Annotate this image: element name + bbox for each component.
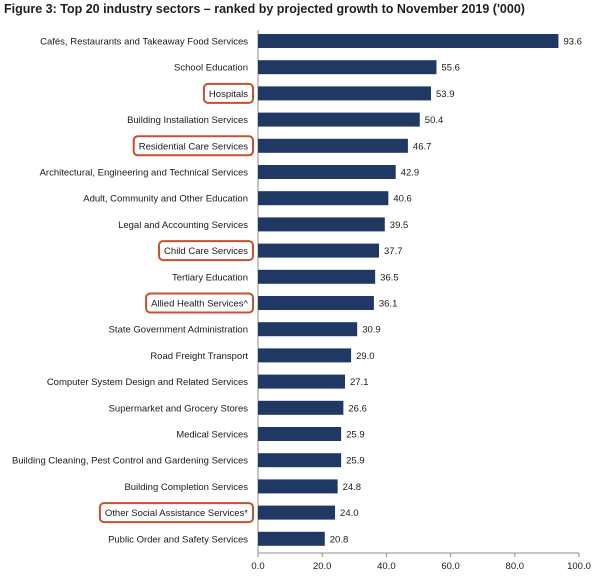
data-label: 26.6 (348, 403, 367, 414)
data-label: 53.9 (436, 89, 455, 100)
category-label: Other Social Assistance Services* (105, 508, 248, 519)
x-tick-label: 40.0 (377, 561, 396, 572)
bar (258, 453, 342, 468)
data-label: 37.7 (384, 246, 403, 257)
data-label: 29.0 (356, 351, 375, 362)
bar (258, 86, 432, 101)
data-label: 30.9 (362, 325, 381, 336)
data-label: 36.1 (379, 299, 398, 310)
bar (258, 505, 336, 520)
x-tick-label: 60.0 (441, 561, 460, 572)
bar (258, 138, 408, 153)
bar (258, 479, 338, 494)
bar (258, 427, 342, 441)
category-label: Allied Health Services^ (151, 299, 248, 310)
category-label: Cafés, Restaurants and Takeaway Food Ser… (40, 37, 248, 48)
category-label: Tertiary Education (172, 272, 248, 283)
data-label: 93.6 (563, 37, 582, 48)
data-label: 25.9 (346, 456, 365, 467)
highlight-box (132, 135, 254, 157)
x-tick-label: 80.0 (506, 561, 525, 572)
highlight-box (202, 82, 254, 104)
category-label: School Education (174, 63, 248, 74)
bar (258, 60, 437, 75)
category-label: Supermarket and Grocery Stores (109, 403, 249, 414)
bar (258, 112, 420, 127)
data-label: 24.0 (340, 508, 359, 519)
highlight-box (98, 502, 254, 524)
category-label: Hospitals (209, 89, 248, 100)
category-label: Child Care Services (164, 246, 248, 257)
x-tick-label: 100.0 (567, 561, 591, 572)
bar (258, 191, 389, 206)
bar (258, 296, 374, 310)
category-label: Legal and Accounting Services (118, 220, 248, 231)
data-label: 20.8 (330, 534, 349, 545)
category-label: Medical Services (176, 430, 248, 441)
bar (258, 400, 344, 415)
x-tick-label: 20.0 (313, 561, 332, 572)
category-label: State Government Administration (109, 325, 248, 336)
data-label: 46.7 (413, 141, 432, 152)
x-tick-label: 0.0 (251, 561, 264, 572)
data-label: 27.1 (350, 377, 369, 388)
category-label: Residential Care Services (139, 141, 249, 152)
data-label: 42.9 (401, 168, 420, 179)
data-label: 36.5 (380, 272, 399, 283)
category-label: Public Order and Safety Services (108, 534, 248, 545)
bar (258, 34, 559, 48)
data-label: 25.9 (346, 430, 365, 441)
category-label: Computer System Design and Related Servi… (47, 377, 248, 388)
data-label: 55.6 (441, 63, 460, 74)
bar (258, 269, 376, 284)
bar (258, 348, 352, 363)
highlight-box (158, 240, 254, 262)
bar (258, 217, 385, 232)
bar (258, 531, 325, 546)
data-label: 24.8 (343, 482, 362, 493)
category-label: Architectural, Engineering and Technical… (40, 168, 249, 179)
bar (258, 322, 358, 337)
category-label: Adult, Community and Other Education (83, 194, 248, 205)
category-label: Road Freight Transport (150, 351, 248, 362)
highlight-box (145, 292, 254, 314)
data-label: 40.6 (393, 194, 412, 205)
bar (258, 165, 396, 179)
category-label: Building Cleaning, Pest Control and Gard… (12, 456, 248, 467)
category-label: Building Installation Services (127, 115, 248, 126)
bar (258, 243, 380, 258)
category-label: Building Completion Services (124, 482, 248, 493)
chart-title: Figure 3: Top 20 industry sectors – rank… (4, 2, 525, 16)
bar (258, 374, 345, 389)
data-label: 39.5 (390, 220, 409, 231)
data-label: 50.4 (425, 115, 444, 126)
